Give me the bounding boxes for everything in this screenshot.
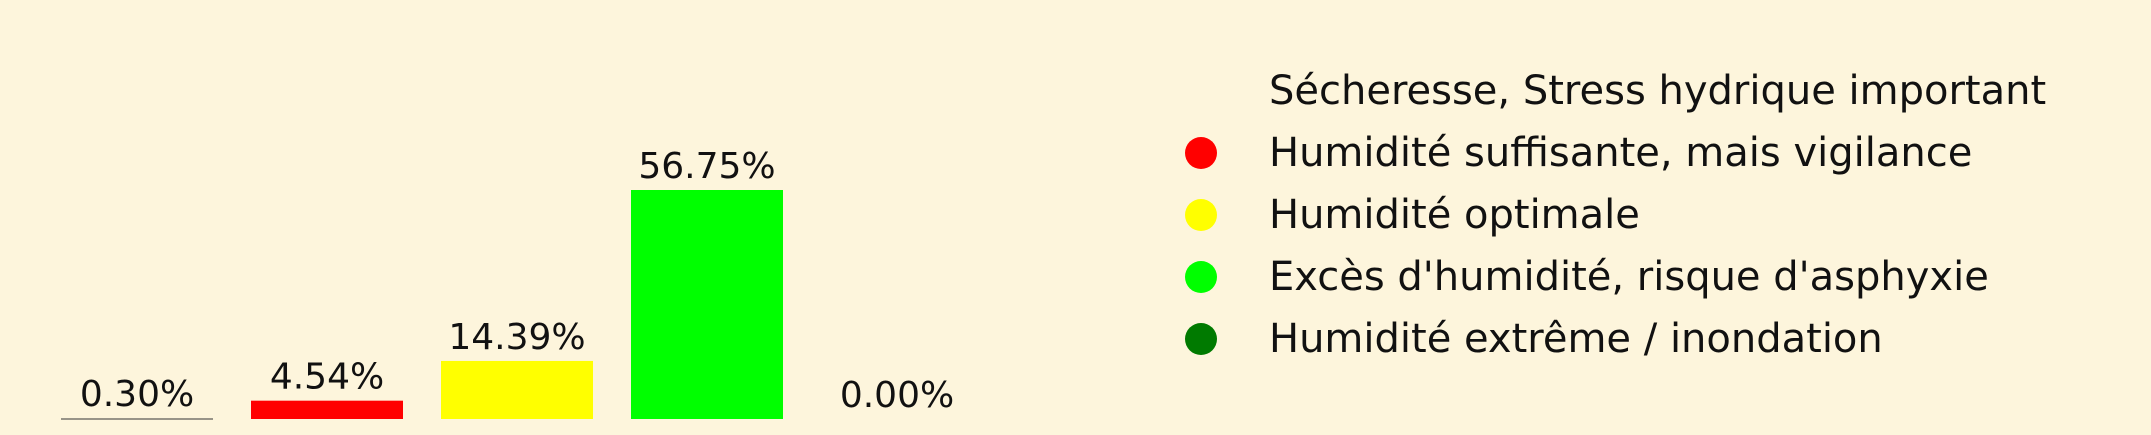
legend-item: Humidité suffisante, mais vigilance [1185, 122, 2046, 184]
legend-label: Humidité suffisante, mais vigilance [1269, 130, 1973, 176]
legend-item: Excès d'humidité, risque d'asphyxie [1185, 246, 2046, 308]
legend-swatch [1185, 323, 1217, 355]
legend: Sécheresse, Stress hydrique important Hum… [1185, 60, 2046, 370]
legend-swatch [1185, 199, 1217, 231]
bar [251, 400, 403, 419]
legend-item: Humidité optimale [1185, 184, 2046, 246]
legend-swatch [1185, 75, 1217, 107]
bar [61, 417, 213, 419]
data-label: 0.30% [80, 374, 194, 415]
bar-chart: 0.30% 4.54% 14.39% 56.75% 0.00% [61, 146, 954, 420]
bar [631, 190, 783, 419]
data-label: 14.39% [448, 317, 585, 358]
legend-label: Humidité extrême / inondation [1269, 316, 1883, 362]
data-label: 0.00% [840, 375, 954, 416]
bar [441, 360, 593, 419]
legend-label: Sécheresse, Stress hydrique important [1269, 68, 2047, 114]
legend-item: Humidité extrême / inondation [1185, 308, 2046, 370]
legend-label: Excès d'humidité, risque d'asphyxie [1269, 254, 1989, 300]
legend-label: Humidité optimale [1269, 192, 1640, 238]
legend-item: Sécheresse, Stress hydrique important [1185, 60, 2046, 122]
legend-swatch [1185, 261, 1217, 293]
legend-swatch [1185, 137, 1217, 169]
data-label: 56.75% [638, 146, 775, 187]
data-label: 4.54% [270, 357, 384, 398]
